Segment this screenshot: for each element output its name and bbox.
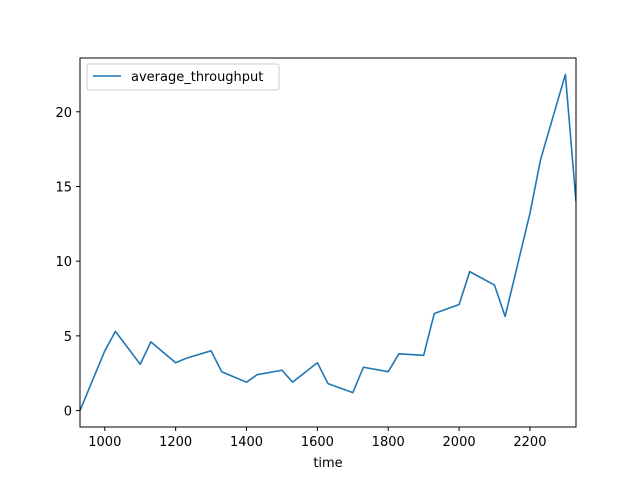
x-tick-label: 2200 [513,435,546,450]
series-layer [80,73,576,411]
legend: average_throughput [86,63,280,91]
x-tick-label: 2000 [443,435,476,450]
y-tick-label: 5 [64,330,72,345]
x-axis-label: time [313,456,342,471]
x-tick-label: 1200 [159,435,192,450]
legend-box [86,63,280,91]
x-axis: 1000 1200 1400 1600 1800 2000 2200 [88,427,546,450]
x-tick-label: 1400 [230,435,263,450]
x-tick-label: 1000 [88,435,121,450]
x-tick-label: 1800 [372,435,405,450]
legend-label: average_throughput [131,70,263,85]
y-axis: 0 5 10 15 20 [55,106,80,420]
axes-frame [79,57,577,428]
y-tick-label: 15 [55,180,72,195]
y-tick-label: 10 [55,255,72,270]
y-tick-label: 0 [64,405,72,420]
series-line-average-throughput [80,73,576,411]
y-tick-label: 20 [55,106,72,121]
x-tick-label: 1600 [301,435,334,450]
